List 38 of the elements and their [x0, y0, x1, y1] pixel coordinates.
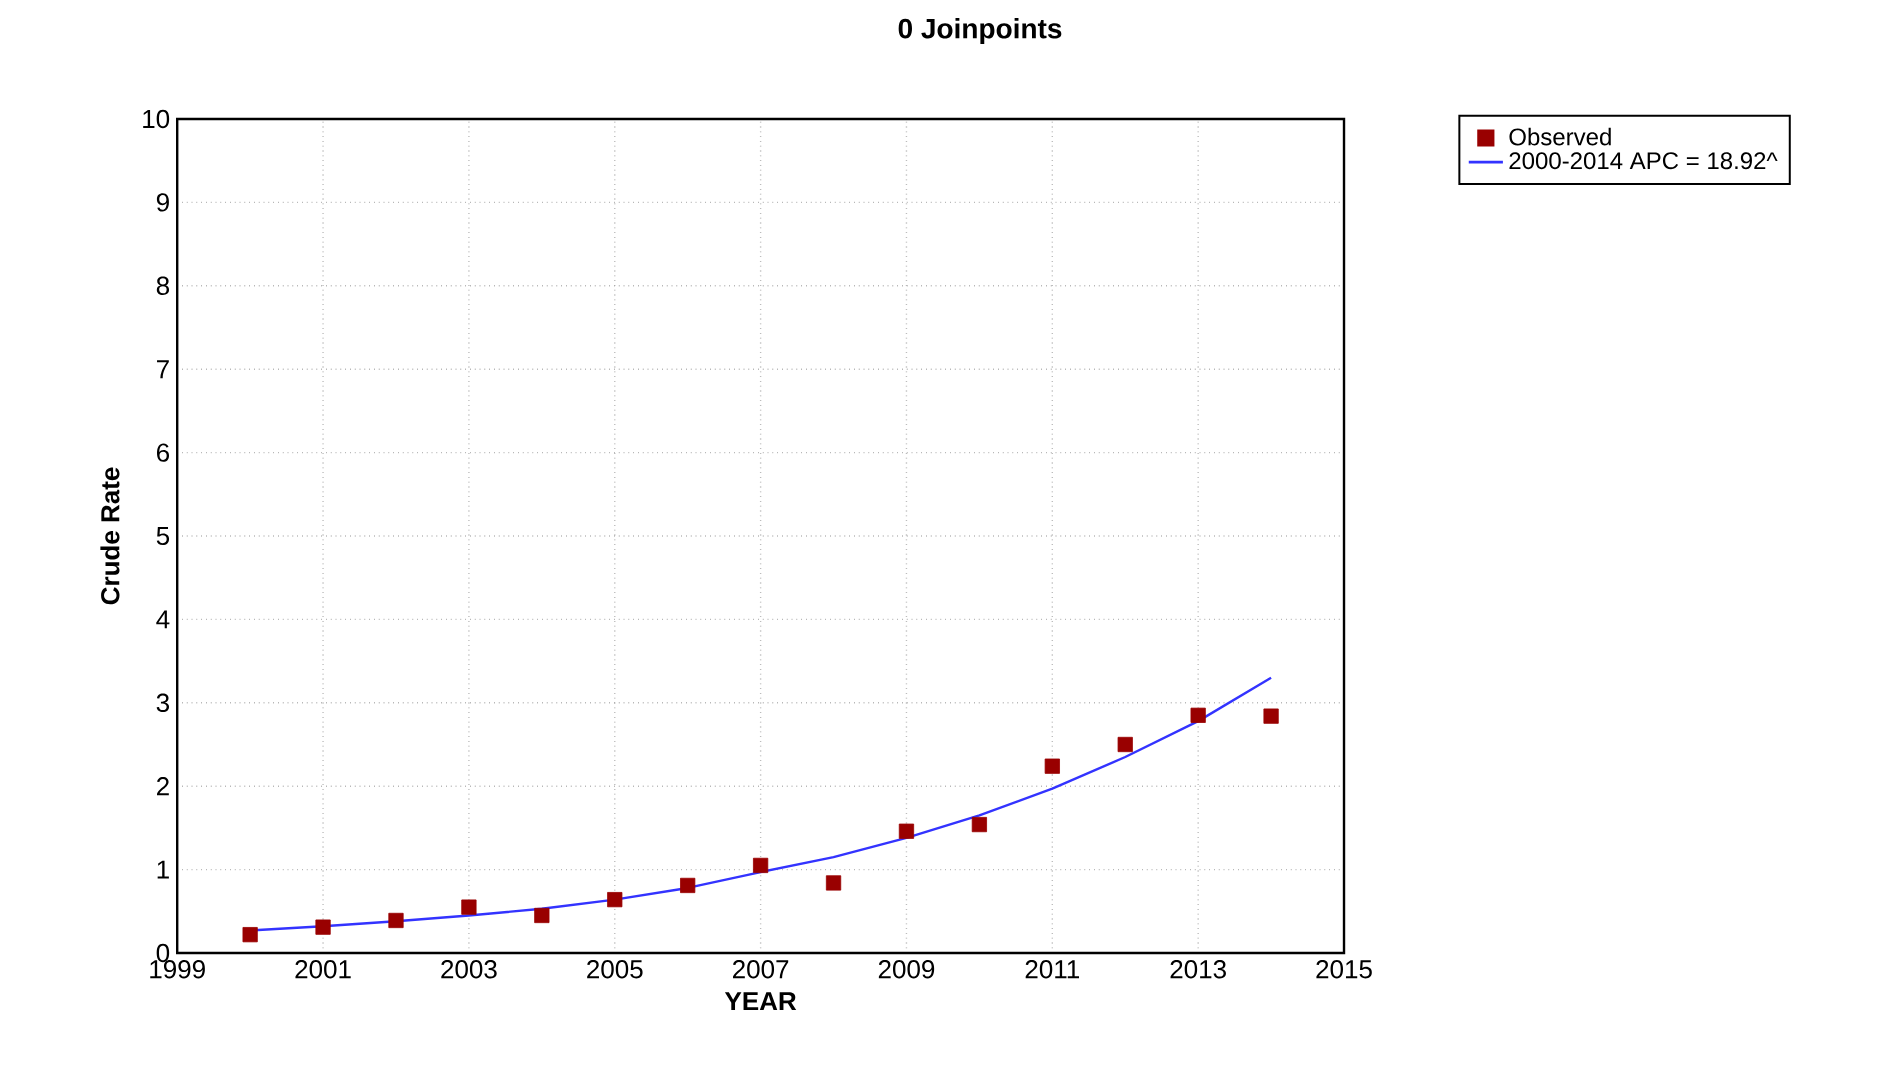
- x-tick-label: 2013: [1170, 960, 1226, 979]
- x-tick-label: 2009: [878, 960, 935, 979]
- x-tick-label: 2003: [441, 960, 497, 979]
- point: [1190, 707, 1206, 723]
- point: [242, 927, 258, 943]
- point: [753, 857, 769, 874]
- point: [1044, 758, 1060, 774]
- point: [388, 912, 404, 929]
- point: [315, 919, 331, 935]
- y-tick-label: 1: [157, 860, 169, 879]
- x-tick-label: 2011: [1025, 960, 1080, 979]
- point: [1263, 708, 1279, 724]
- point: [534, 907, 550, 924]
- chart-title: 0 Joinpoints: [898, 17, 1062, 45]
- x-tick-label: 2007: [733, 960, 789, 979]
- x-tick-label: 2005: [587, 960, 643, 979]
- point: [607, 892, 623, 908]
- y-tick-label: 5: [156, 526, 170, 546]
- point: [1117, 736, 1133, 753]
- point: [680, 877, 696, 894]
- y-axis-title: Crude Rate: [100, 467, 120, 605]
- x-tick-label: 2001: [295, 960, 351, 979]
- y-tick-label: 4: [156, 610, 170, 629]
- point: [898, 823, 915, 839]
- x-tick-label: 2015: [1316, 960, 1372, 979]
- legend-label: 2000-2014 APC = 18.92^: [1509, 152, 1778, 170]
- x-axis-title: YEAR: [724, 992, 797, 1011]
- legend-label: Observed: [1509, 127, 1611, 146]
- y-tick-label: 3: [156, 693, 170, 712]
- y-tick-label: 6: [157, 443, 170, 462]
- point: [461, 899, 477, 915]
- y-tick-label: 2: [157, 777, 169, 796]
- y-tick-label: 9: [156, 193, 169, 212]
- y-tick-label: 7: [157, 360, 169, 379]
- y-tick-label: 10: [143, 109, 170, 129]
- point: [825, 875, 842, 891]
- point: [971, 816, 987, 833]
- y-tick-label: 8: [156, 276, 170, 295]
